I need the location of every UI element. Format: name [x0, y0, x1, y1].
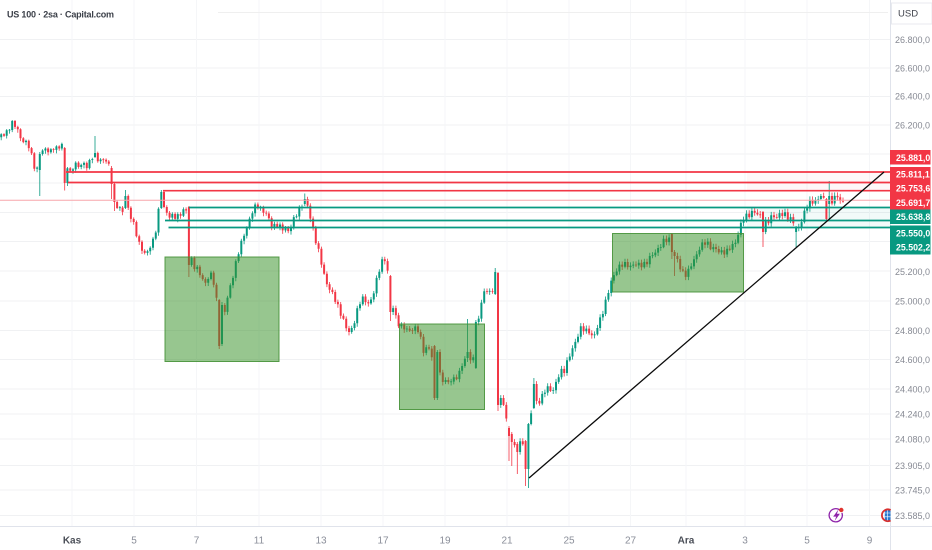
- svg-text:26.200,0: 26.200,0: [895, 120, 930, 130]
- svg-text:25.550,0: 25.550,0: [896, 228, 930, 238]
- svg-text:25.638,8: 25.638,8: [896, 212, 930, 222]
- svg-text:3: 3: [742, 536, 748, 547]
- svg-text:Ara: Ara: [678, 536, 695, 547]
- svg-text:25.502,2: 25.502,2: [896, 243, 930, 253]
- svg-text:5: 5: [131, 536, 137, 547]
- svg-text:21: 21: [501, 536, 513, 547]
- svg-text:26.400,0: 26.400,0: [895, 92, 930, 102]
- svg-text:25.881,0: 25.881,0: [896, 153, 930, 163]
- svg-text:23.745,0: 23.745,0: [895, 485, 930, 495]
- svg-text:US 100 · 2sa · Capital.com: US 100 · 2sa · Capital.com: [7, 9, 114, 19]
- svg-text:11: 11: [254, 536, 265, 547]
- svg-text:7: 7: [194, 536, 200, 547]
- svg-text:24.080,0: 24.080,0: [895, 434, 930, 444]
- svg-text:25.753,6: 25.753,6: [896, 184, 930, 194]
- svg-text:24.800,0: 24.800,0: [895, 326, 930, 336]
- svg-text:26.800,0: 26.800,0: [895, 35, 930, 45]
- svg-text:5: 5: [804, 536, 810, 547]
- svg-text:13: 13: [315, 536, 327, 547]
- svg-text:25: 25: [563, 536, 575, 547]
- svg-text:24.600,0: 24.600,0: [895, 355, 930, 365]
- svg-text:26.600,0: 26.600,0: [895, 63, 930, 73]
- svg-text:19: 19: [439, 536, 451, 547]
- svg-text:USD: USD: [898, 9, 918, 20]
- svg-text:23.585,0: 23.585,0: [895, 511, 930, 521]
- svg-text:27: 27: [625, 536, 637, 547]
- svg-text:Kas: Kas: [63, 536, 82, 547]
- svg-text:25.000,0: 25.000,0: [895, 296, 930, 306]
- svg-text:25.811,1: 25.811,1: [896, 169, 930, 179]
- svg-text:25.200,0: 25.200,0: [895, 267, 930, 277]
- svg-text:17: 17: [377, 536, 389, 547]
- svg-text:25.691,7: 25.691,7: [896, 198, 930, 208]
- svg-text:23.905,0: 23.905,0: [895, 461, 930, 471]
- svg-text:24.400,0: 24.400,0: [895, 384, 930, 394]
- svg-text:9: 9: [867, 536, 873, 547]
- svg-text:24.240,0: 24.240,0: [895, 409, 930, 419]
